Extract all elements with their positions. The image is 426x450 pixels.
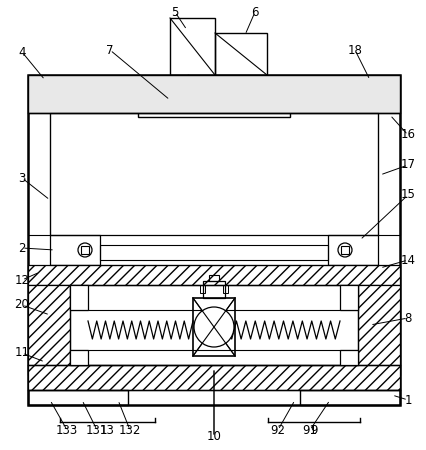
Bar: [193, 298, 234, 356]
Text: 4: 4: [18, 45, 26, 58]
Bar: [81, 246, 89, 254]
Bar: [340, 246, 348, 254]
Text: 91: 91: [302, 423, 317, 436]
Bar: [339, 350, 357, 365]
Text: 15: 15: [400, 189, 414, 202]
Text: 132: 132: [118, 423, 141, 436]
Text: 16: 16: [400, 129, 414, 141]
Circle shape: [78, 243, 92, 257]
Text: 13: 13: [99, 423, 114, 436]
Text: 10: 10: [206, 431, 221, 444]
Bar: [357, 285, 399, 375]
Bar: [28, 265, 399, 285]
Bar: [339, 285, 357, 310]
Text: 18: 18: [347, 44, 362, 57]
Text: 5: 5: [171, 5, 178, 18]
Text: 131: 131: [86, 423, 108, 436]
Bar: [28, 365, 399, 390]
Circle shape: [337, 243, 351, 257]
Bar: [28, 75, 399, 113]
Bar: [50, 235, 100, 265]
Bar: [28, 285, 70, 375]
Text: 14: 14: [400, 253, 414, 266]
Circle shape: [193, 307, 233, 347]
Bar: [202, 281, 225, 298]
Text: 7: 7: [106, 44, 113, 57]
Text: 9: 9: [310, 423, 317, 436]
Bar: [28, 113, 50, 235]
Bar: [208, 275, 219, 281]
Text: 17: 17: [400, 158, 414, 171]
Text: 8: 8: [403, 311, 411, 324]
Bar: [50, 113, 377, 235]
Bar: [222, 285, 227, 293]
Text: 12: 12: [14, 274, 29, 287]
Text: 6: 6: [250, 5, 258, 18]
Text: 92: 92: [270, 423, 285, 436]
Text: 3: 3: [18, 171, 26, 184]
Bar: [215, 33, 266, 75]
Bar: [299, 390, 399, 405]
Text: 133: 133: [56, 423, 78, 436]
Text: 20: 20: [14, 298, 29, 311]
Bar: [199, 285, 204, 293]
Bar: [100, 245, 327, 260]
Bar: [377, 113, 399, 235]
Text: 1: 1: [403, 393, 411, 406]
Text: 2: 2: [18, 242, 26, 255]
Bar: [28, 390, 128, 405]
Bar: [70, 285, 357, 365]
Bar: [170, 18, 215, 75]
Bar: [70, 350, 88, 365]
Bar: [28, 75, 399, 405]
Bar: [138, 95, 289, 117]
Bar: [70, 285, 88, 310]
Text: 11: 11: [14, 346, 29, 360]
Bar: [327, 235, 377, 265]
